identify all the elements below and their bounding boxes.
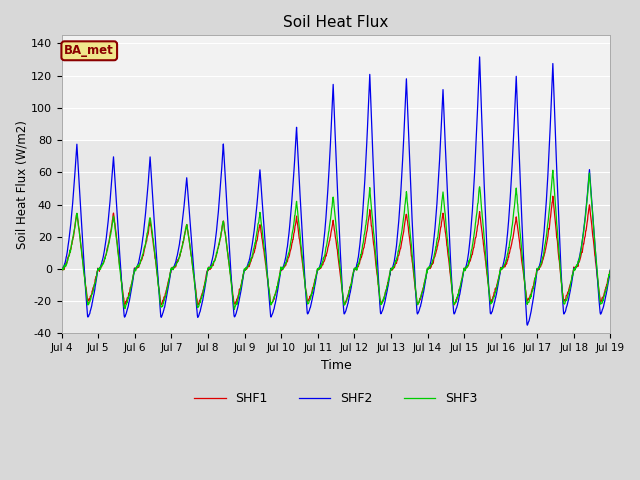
Legend: SHF1, SHF2, SHF3: SHF1, SHF2, SHF3 [189, 387, 483, 410]
SHF2 [524, 322, 531, 328]
Line: SHF2: SHF2 [61, 57, 611, 325]
SHF2 [180, 207, 188, 213]
SHF1 [194, 302, 202, 308]
SHF3 [230, 306, 238, 312]
SHF1 [166, 269, 174, 275]
SHF3 [242, 267, 250, 273]
SHF3 [549, 168, 557, 173]
Y-axis label: Soil Heat Flux (W/m2): Soil Heat Flux (W/m2) [15, 120, 28, 249]
SHF1 [58, 267, 65, 273]
SHF3 [166, 270, 174, 276]
SHF3 [180, 237, 188, 243]
SHF3 [493, 282, 501, 288]
SHF2 [493, 287, 501, 293]
SHF1 [493, 281, 501, 287]
SHF1 [422, 276, 429, 282]
SHF3 [542, 239, 550, 244]
SHF1 [242, 266, 250, 272]
SHF2 [241, 266, 249, 272]
SHF2 [58, 266, 65, 272]
SHF3 [422, 275, 429, 280]
SHF2 [476, 54, 483, 60]
SHF1 [542, 246, 550, 252]
SHF3 [58, 267, 65, 273]
X-axis label: Time: Time [321, 359, 351, 372]
SHF3 [607, 267, 614, 273]
Text: BA_met: BA_met [65, 44, 114, 57]
SHF2 [607, 266, 614, 272]
Bar [61, 36, 611, 140]
Line: SHF3: SHF3 [61, 170, 611, 309]
SHF2 [421, 280, 429, 286]
SHF1 [549, 193, 557, 199]
SHF2 [166, 271, 174, 277]
Title: Soil Heat Flux: Soil Heat Flux [284, 15, 388, 30]
Line: SHF1: SHF1 [61, 196, 611, 305]
SHF2 [542, 204, 550, 209]
SHF1 [607, 267, 614, 273]
SHF1 [180, 237, 188, 242]
